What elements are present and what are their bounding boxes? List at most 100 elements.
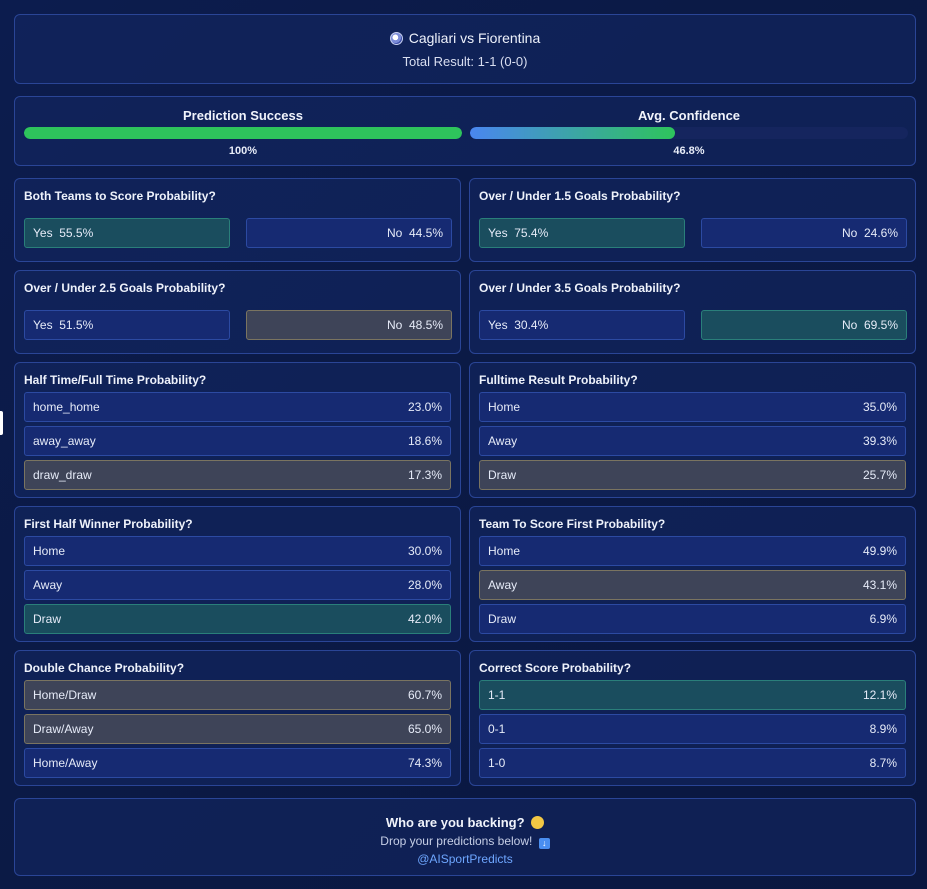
- avg-confidence: Avg. Confidence 46.8%: [470, 97, 908, 157]
- ou15-yes-label: Yes: [488, 226, 508, 240]
- thinking-face-icon: [531, 816, 545, 829]
- btts-no-option[interactable]: No 44.5%: [246, 218, 452, 248]
- dc-card: Double Chance Probability? Home/Draw 60.7…: [14, 650, 461, 786]
- option-label: Away: [488, 578, 518, 592]
- ou15-yes-option[interactable]: Yes 75.4%: [479, 218, 685, 248]
- option-value: 39.3%: [862, 434, 897, 448]
- avg-confidence-label: Avg. Confidence: [637, 108, 741, 123]
- down-arrow-icon: ↓: [538, 838, 550, 849]
- side-scroll-tab[interactable]: [0, 411, 3, 435]
- ftr-card: Fulltime Result Probability? Home 35.0% A…: [469, 362, 916, 498]
- option-value: 17.3%: [407, 468, 442, 482]
- option-value: 60.7%: [407, 688, 442, 702]
- option-label: Draw: [488, 468, 517, 482]
- avg-confidence-value: 46.8%: [673, 145, 705, 157]
- soccer-ball-icon: [389, 31, 403, 45]
- dc-option[interactable]: Home/Away 74.3%: [24, 748, 451, 778]
- tsf-option[interactable]: Away 43.1%: [479, 570, 906, 600]
- option-value: 28.0%: [407, 578, 442, 592]
- prediction-success-label: Prediction Success: [183, 108, 303, 123]
- option-value: 6.9%: [869, 612, 897, 626]
- prediction-success: Prediction Success 100%: [24, 97, 462, 157]
- option-label: home_home: [33, 400, 100, 414]
- htft-title: Half Time/Full Time Probability?: [24, 373, 207, 387]
- option-label: Home/Draw: [33, 688, 97, 702]
- cs-option[interactable]: 1-1 12.1%: [479, 680, 906, 710]
- option-value: 23.0%: [407, 400, 442, 414]
- fhw-option[interactable]: Away 28.0%: [24, 570, 451, 600]
- btts-yes-label: Yes: [33, 226, 53, 240]
- btts-yes-value: 55.5%: [59, 226, 94, 240]
- footer-cta-row: Drop your predictions below! ↓: [15, 834, 915, 849]
- cs-option[interactable]: 0-1 8.9%: [479, 714, 906, 744]
- ou35-no-value: 69.5%: [863, 318, 898, 332]
- ftr-option[interactable]: Away 39.3%: [479, 426, 906, 456]
- ou35-yes-option[interactable]: Yes 30.4%: [479, 310, 685, 340]
- option-label: Home: [33, 544, 66, 558]
- ou35-card: Over / Under 3.5 Goals Probability? Yes …: [469, 270, 916, 354]
- option-value: 35.0%: [862, 400, 897, 414]
- footer-handle[interactable]: @AISportPredicts: [417, 852, 513, 866]
- fhw-title: First Half Winner Probability?: [24, 517, 193, 531]
- option-value: 49.9%: [862, 544, 897, 558]
- tsf-option[interactable]: Draw 6.9%: [479, 604, 906, 634]
- ou35-yes-label: Yes: [488, 318, 508, 332]
- option-value: 74.3%: [407, 756, 442, 770]
- ou25-no-value: 48.5%: [408, 318, 443, 332]
- option-value: 18.6%: [407, 434, 442, 448]
- tsf-option[interactable]: Home 49.9%: [479, 536, 906, 566]
- btts-card: Both Teams to Score Probability? Yes 55.…: [14, 178, 461, 262]
- btts-yes-option[interactable]: Yes 55.5%: [24, 218, 230, 248]
- btts-no-label: No: [386, 226, 403, 240]
- option-label: draw_draw: [33, 468, 92, 482]
- match-title: Cagliari vs Fiorentina: [408, 30, 541, 46]
- footer-question: Who are you backing?: [385, 815, 525, 830]
- option-value: 30.0%: [407, 544, 442, 558]
- fhw-card: First Half Winner Probability? Home 30.0%…: [14, 506, 461, 642]
- ou25-no-option[interactable]: No 48.5%: [246, 310, 452, 340]
- option-label: Away: [33, 578, 63, 592]
- option-label: Home: [488, 544, 521, 558]
- dc-option[interactable]: Draw/Away 65.0%: [24, 714, 451, 744]
- ftr-title: Fulltime Result Probability?: [479, 373, 638, 387]
- option-label: 1-0: [488, 756, 506, 770]
- dc-title: Double Chance Probability?: [24, 661, 185, 675]
- option-label: away_away: [33, 434, 96, 448]
- htft-option[interactable]: home_home 23.0%: [24, 392, 451, 422]
- htft-option[interactable]: draw_draw 17.3%: [24, 460, 451, 490]
- ou25-title: Over / Under 2.5 Goals Probability?: [24, 281, 226, 295]
- option-value: 43.1%: [862, 578, 897, 592]
- option-label: Draw: [33, 612, 62, 626]
- htft-option[interactable]: away_away 18.6%: [24, 426, 451, 456]
- ftr-option[interactable]: Home 35.0%: [479, 392, 906, 422]
- ou35-no-option[interactable]: No 69.5%: [701, 310, 907, 340]
- btts-no-value: 44.5%: [408, 226, 443, 240]
- cs-option[interactable]: 1-0 8.7%: [479, 748, 906, 778]
- ou25-yes-option[interactable]: Yes 51.5%: [24, 310, 230, 340]
- fhw-option[interactable]: Draw 42.0%: [24, 604, 451, 634]
- avg-confidence-bar: [470, 127, 675, 139]
- footer-panel: Who are you backing? Drop your predictio…: [14, 798, 916, 876]
- option-value: 65.0%: [407, 722, 442, 736]
- ou25-yes-label: Yes: [33, 318, 53, 332]
- total-result: Total Result: 1-1 (0-0): [402, 54, 528, 69]
- ou15-no-option[interactable]: No 24.6%: [701, 218, 907, 248]
- option-label: 0-1: [488, 722, 506, 736]
- fhw-option[interactable]: Home 30.0%: [24, 536, 451, 566]
- ou35-no-label: No: [841, 318, 858, 332]
- footer-cta: Drop your predictions below!: [380, 834, 533, 848]
- ou15-title: Over / Under 1.5 Goals Probability?: [479, 189, 681, 203]
- prediction-success-bar: [24, 127, 462, 139]
- cs-card: Correct Score Probability? 1-1 12.1% 0-1 8…: [469, 650, 916, 786]
- dc-option[interactable]: Home/Draw 60.7%: [24, 680, 451, 710]
- option-value: 8.7%: [869, 756, 897, 770]
- ou35-yes-value: 30.4%: [514, 318, 549, 332]
- avg-confidence-track: [470, 127, 908, 139]
- match-title-row: Cagliari vs Fiorentina: [15, 30, 915, 46]
- ou25-yes-value: 51.5%: [59, 318, 94, 332]
- ftr-option[interactable]: Draw 25.7%: [479, 460, 906, 490]
- ou15-yes-value: 75.4%: [514, 226, 549, 240]
- option-label: Home: [488, 400, 521, 414]
- stats-panel: Prediction Success 100% Avg. Confidence …: [14, 96, 916, 166]
- ou35-title: Over / Under 3.5 Goals Probability?: [479, 281, 681, 295]
